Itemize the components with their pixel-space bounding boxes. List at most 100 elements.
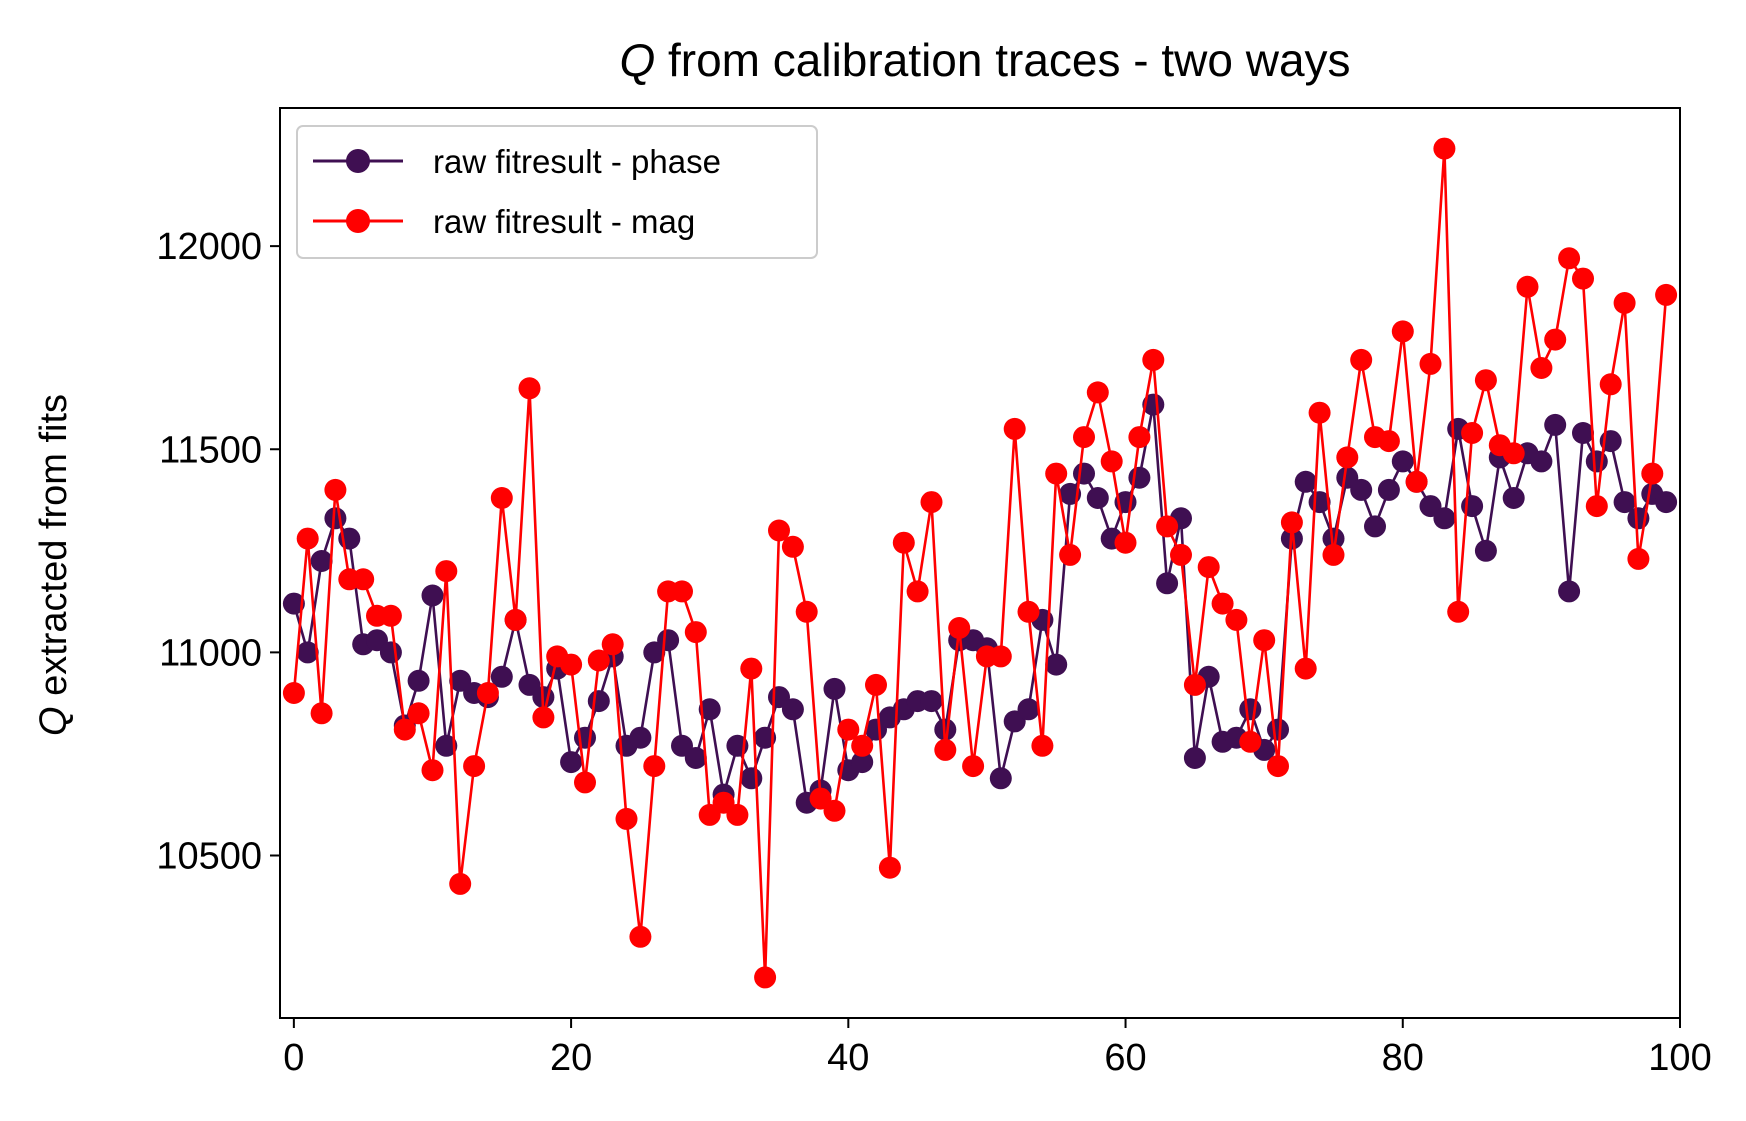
point-s1-24 [615,807,638,830]
point-s1-5 [352,568,375,591]
point-s0-78 [1364,515,1386,538]
point-s1-42 [865,673,887,696]
x-tick-label-4: 80 [1382,1037,1424,1079]
axis-ticks: 0 20 40 60 80 100 10500 11000 11500 12000 [156,226,1711,1079]
point-s1-77 [1350,348,1373,371]
point-s0-62 [1142,393,1165,416]
x-tick-label-3: 60 [1104,1037,1146,1079]
point-s0-20 [560,751,583,774]
point-s1-13 [463,755,486,778]
point-s1-76 [1336,446,1359,469]
point-s0-57 [1073,462,1095,485]
point-s0-9 [407,669,430,692]
point-s1-66 [1197,556,1220,579]
point-s1-49 [962,755,985,778]
point-s1-84 [1447,600,1470,623]
point-s0-29 [684,747,707,769]
legend-marker-mag [346,209,370,233]
point-s0-11 [435,734,458,757]
point-s1-98 [1641,462,1664,485]
point-s1-40 [837,718,860,741]
point-s0-61 [1128,466,1151,489]
point-s1-46 [920,491,943,514]
point-s0-55 [1045,653,1068,676]
point-s1-83 [1433,137,1456,160]
point-s1-70 [1253,629,1276,652]
point-s0-39 [823,677,846,700]
y-tick-label-1: 11000 [159,632,262,674]
point-s0-71 [1267,718,1289,741]
point-s1-73 [1294,657,1317,680]
series-1 [282,137,1678,989]
point-s1-26 [643,755,666,778]
point-s0-1 [296,641,319,664]
point-s1-53 [1017,600,1040,623]
legend-box [296,125,818,259]
legend-label-phase: raw fitresult - phase [433,143,721,180]
point-s1-71 [1267,755,1289,778]
point-s1-28 [671,580,693,603]
point-s1-55 [1045,462,1068,485]
point-s1-14 [476,682,499,704]
point-s1-54 [1031,734,1054,757]
point-s0-85 [1461,495,1484,518]
point-s1-43 [878,856,901,879]
y-axis-label-text: extracted from fits [33,394,75,707]
point-s1-10 [421,759,444,782]
point-s1-81 [1405,470,1428,493]
point-s1-80 [1391,320,1414,343]
point-s1-61 [1128,426,1151,449]
chart-title: Q from calibration traces - two ways [619,34,1350,86]
point-s0-77 [1350,478,1373,501]
point-s1-34 [754,966,777,989]
point-s1-22 [587,649,610,672]
point-s0-69 [1239,698,1262,721]
plot-area [282,137,1678,989]
point-s0-80 [1391,450,1414,473]
point-s1-67 [1211,592,1234,615]
series-line-1 [292,147,1668,979]
point-s1-94 [1585,495,1608,518]
y-tick-label-0: 10500 [156,836,262,878]
point-s0-33 [740,767,763,790]
point-s1-20 [560,653,583,676]
point-s0-46 [920,690,943,713]
point-s0-88 [1502,487,1525,509]
point-s1-12 [449,872,472,895]
point-s0-30 [698,698,721,721]
point-s0-41 [851,751,874,774]
point-s1-82 [1419,352,1442,375]
point-s1-65 [1183,673,1206,696]
point-s1-0 [282,682,305,704]
point-s0-91 [1544,413,1567,436]
point-s1-79 [1377,430,1400,453]
point-s1-92 [1558,247,1581,270]
point-s0-51 [989,767,1012,790]
point-s0-86 [1474,539,1497,562]
point-s1-62 [1142,348,1165,371]
point-s1-33 [740,657,763,680]
point-s0-93 [1572,422,1594,444]
point-s1-58 [1086,381,1109,404]
point-s0-73 [1294,470,1317,493]
point-s0-58 [1086,487,1109,509]
y-tick-label-3: 12000 [156,226,262,268]
point-s1-11 [435,560,458,583]
point-s1-90 [1530,357,1553,379]
y-axis-label: Q extracted from fits [33,394,75,736]
point-s1-60 [1114,531,1137,554]
point-s0-90 [1530,450,1553,473]
point-s1-68 [1225,608,1248,631]
point-s0-15 [490,665,513,688]
x-tick-label-5: 100 [1648,1037,1711,1079]
point-s1-88 [1502,442,1525,465]
point-s0-63 [1156,572,1179,595]
point-s1-63 [1156,515,1179,538]
point-s1-56 [1059,543,1082,566]
point-s1-74 [1308,401,1331,424]
legend-label-mag: raw fitresult - mag [433,203,695,240]
point-s1-36 [781,535,804,558]
point-s1-89 [1516,275,1539,298]
point-s0-53 [1017,698,1040,721]
